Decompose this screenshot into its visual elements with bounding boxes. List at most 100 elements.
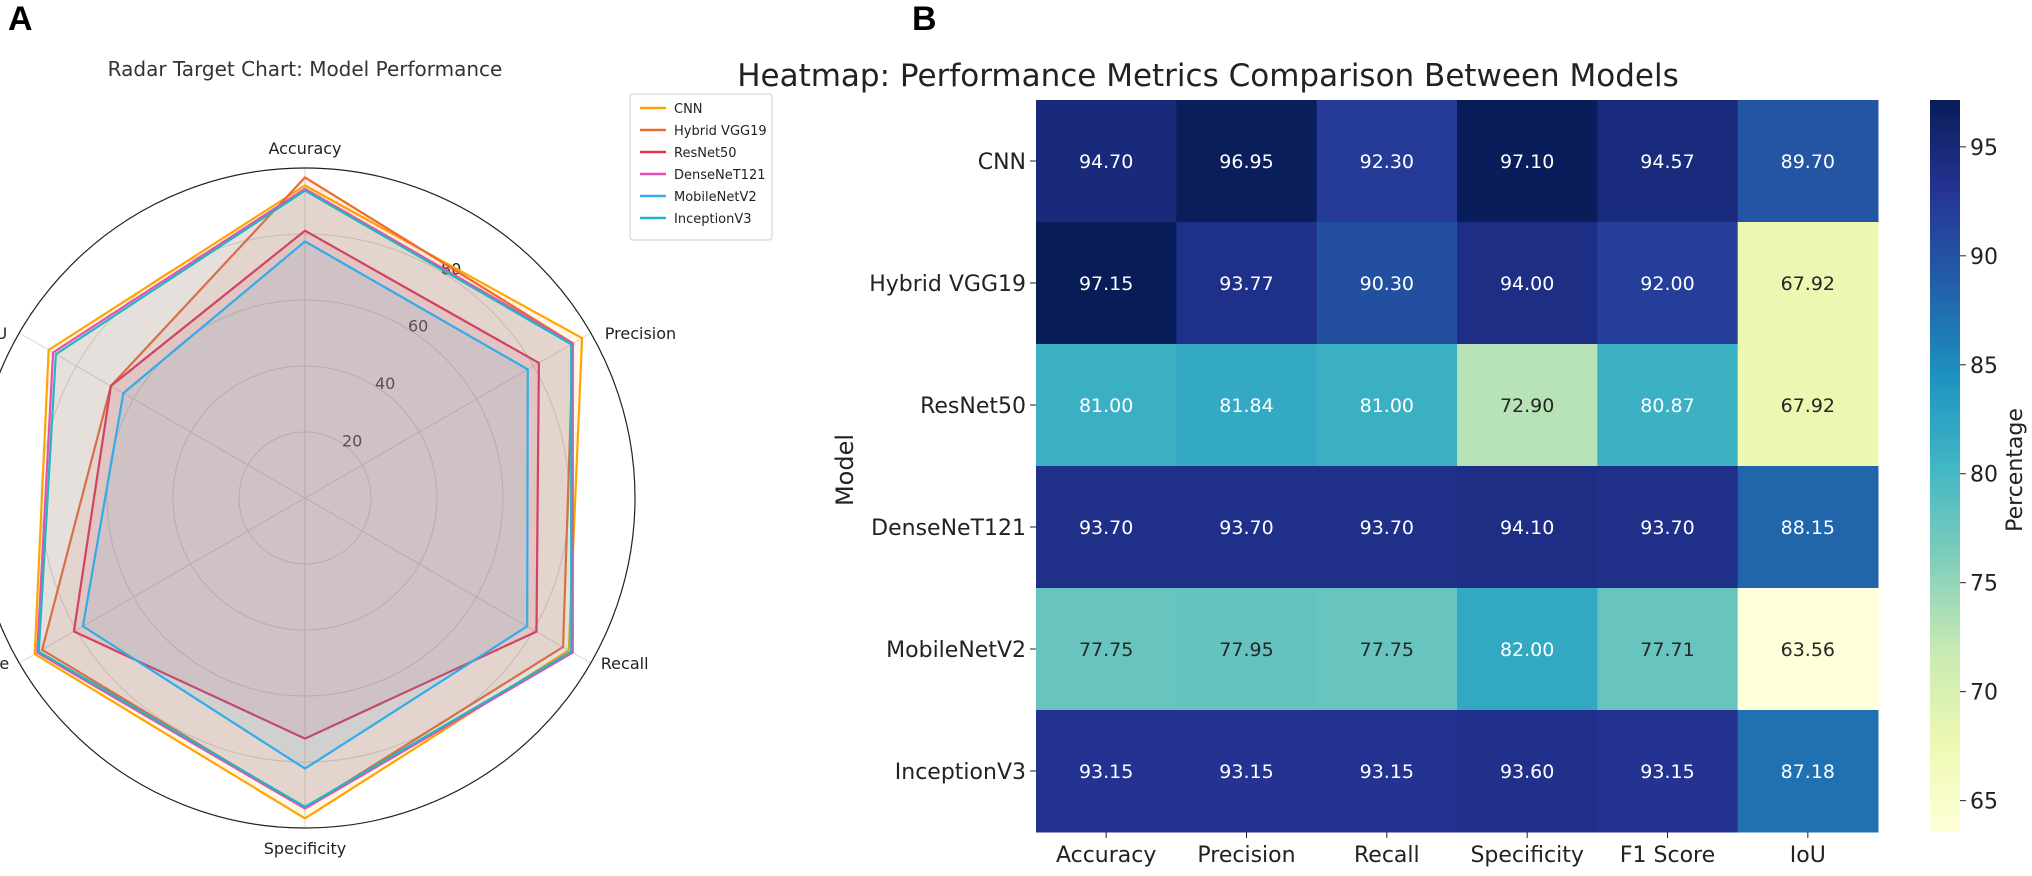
heatmap-column-labels: Accuracy Precision Recall Specificity F1 Sco… <box>1056 832 1826 868</box>
heatmap-cell <box>1036 222 1177 345</box>
colorbar-tick-label: 75 <box>1970 572 1998 597</box>
heatmap-cell <box>1737 710 1879 833</box>
heatmap-cell <box>1316 100 1458 223</box>
colorbar-label: Percentage <box>2003 408 2028 532</box>
heatmap-cell <box>1036 588 1177 711</box>
heatmap-cell-label: 93.15 <box>1640 761 1694 783</box>
heatmap-cell-label: 97.10 <box>1500 151 1554 173</box>
heatmap-cell-label: 96.95 <box>1219 151 1273 173</box>
radar-spoke-5 <box>18 332 306 499</box>
radar-series <box>33 176 584 820</box>
heatmap-cell <box>1316 588 1458 711</box>
heatmap-cell-label: 63.56 <box>1781 639 1835 661</box>
heatmap-cell-label: 67.92 <box>1781 273 1835 295</box>
radar-spoke-4 <box>18 497 306 664</box>
radar-legend-entry[interactable]: ResNet50 <box>674 146 737 161</box>
radar-legend-entry[interactable]: DenseNeT121 <box>674 168 766 183</box>
heatmap-cell-label: 81.84 <box>1219 395 1273 417</box>
heatmap-cell-label: 81.00 <box>1360 395 1414 417</box>
heatmap-cell-label: 93.70 <box>1219 517 1273 539</box>
heatmap-cell <box>1176 588 1318 711</box>
heatmap-cell <box>1737 588 1879 711</box>
heatmap-column-label: Recall <box>1354 843 1420 868</box>
radar-legend[interactable]: CNN Hybrid VGG19 ResNet50 DenseNeT121 Mobile… <box>629 93 773 241</box>
heatmap-cell-label: 94.57 <box>1640 151 1694 173</box>
heatmap-cell-label: 94.00 <box>1500 273 1554 295</box>
heatmap-cell <box>1036 466 1177 589</box>
radar-series-densenet121 <box>36 187 574 810</box>
radar-series-mobilenetv2 <box>81 240 529 770</box>
colorbar-tick-label: 85 <box>1970 354 1998 379</box>
heatmap-cell-label: 72.90 <box>1500 395 1554 417</box>
heatmap-cell <box>1176 222 1318 345</box>
radar-grid-circle <box>106 299 504 697</box>
radar-outer-circle <box>0 167 636 829</box>
colorbar-tick-label: 90 <box>1970 245 1998 270</box>
radar-series-inceptionv3 <box>37 189 573 808</box>
heatmap-column-label: Specificity <box>1470 843 1583 868</box>
radar-legend-entry[interactable]: InceptionV3 <box>674 212 752 227</box>
heatmap-column-label: F1 Score <box>1620 843 1715 868</box>
heatmap-row-label: InceptionV3 <box>895 760 1026 785</box>
heatmap-cell <box>1737 344 1879 467</box>
heatmap-cell-label: 77.71 <box>1640 639 1694 661</box>
heatmap-cell <box>1036 100 1177 223</box>
heatmap-row-label: Hybrid VGG19 <box>869 272 1026 297</box>
radar-legend-entry[interactable]: MobileNetV2 <box>674 190 757 205</box>
heatmap-cell-label: 87.18 <box>1781 761 1835 783</box>
heatmap-cell <box>1457 710 1598 833</box>
heatmap-cell-label: 94.10 <box>1500 517 1554 539</box>
heatmap-cell <box>1036 344 1177 467</box>
heatmap-cell-label: 92.30 <box>1360 151 1414 173</box>
radar-tick-label: 40 <box>375 374 395 393</box>
radar-axis-label-specificity: Specificity <box>264 839 346 858</box>
radar-axis-label-accuracy: Accuracy <box>268 139 341 158</box>
radar-axis-label-recall: Recall <box>601 654 649 673</box>
heatmap-cell-label: 93.70 <box>1640 517 1694 539</box>
radar-axis-labels: Accuracy Precision Recall Specificity F1 Sco… <box>0 139 676 858</box>
heatmap-cell <box>1457 222 1598 345</box>
heatmap-column-label: Accuracy <box>1056 843 1156 868</box>
heatmap-cell-label: 89.70 <box>1781 151 1835 173</box>
heatmap-cell-label: 67.92 <box>1781 395 1835 417</box>
radar-axis-label-precision: Precision <box>605 324 676 343</box>
radar-spoke-2 <box>304 497 592 664</box>
heatmap-cell <box>1457 100 1598 223</box>
heatmap-cell-label: 93.70 <box>1360 517 1414 539</box>
radar-spoke-1 <box>304 332 592 499</box>
heatmap-cell <box>1597 344 1739 467</box>
colorbar-tick-label: 95 <box>1970 136 1998 161</box>
radar-series-resnet50 <box>72 229 540 740</box>
radar-tick-label: 20 <box>342 432 362 451</box>
heatmap-cells: 94.70 96.95 92.30 97.10 94.57 89.70 97.15 93.77… <box>1036 100 1879 833</box>
radar-legend-entry[interactable]: Hybrid VGG19 <box>674 124 767 139</box>
heatmap-cell-label: 94.70 <box>1079 151 1133 173</box>
colorbar-tick-label: 80 <box>1970 463 1998 488</box>
heatmap-row-labels: CNN Hybrid VGG19 ResNet50 DenseNeT121 Mobile… <box>869 150 1036 785</box>
heatmap-column-label: Precision <box>1197 843 1295 868</box>
radar-grid-circle <box>172 365 438 631</box>
heatmap-cell <box>1176 344 1318 467</box>
radar-title: Radar Target Chart: Model Performance <box>108 57 503 81</box>
radar-axis-label-f1-score: F1 Score <box>0 654 9 673</box>
radar-legend-entry[interactable]: CNN <box>674 102 703 117</box>
radar-tick-label: 60 <box>408 317 428 336</box>
heatmap-cell <box>1457 466 1598 589</box>
heatmap-row-label: CNN <box>978 150 1026 175</box>
heatmap-cell <box>1457 344 1598 467</box>
panel-b-label: B <box>912 0 937 38</box>
heatmap-row-label: MobileNetV2 <box>886 638 1026 663</box>
radar-grid-circle <box>238 431 372 565</box>
colorbar-tick-label: 65 <box>1970 790 1998 815</box>
heatmap-cell <box>1316 344 1458 467</box>
radar-chart: Radar Target Chart: Model Performance 20… <box>0 57 773 858</box>
heatmap-cell <box>1457 588 1598 711</box>
heatmap-column-label: IoU <box>1790 843 1826 868</box>
heatmap-chart: Heatmap: Performance Metrics Comparison … <box>737 58 2028 868</box>
heatmap-cell-label: 92.00 <box>1640 273 1694 295</box>
heatmap-cell-label: 90.30 <box>1360 273 1414 295</box>
heatmap-cell <box>1036 710 1177 833</box>
heatmap-ylabel: Model <box>831 434 859 506</box>
